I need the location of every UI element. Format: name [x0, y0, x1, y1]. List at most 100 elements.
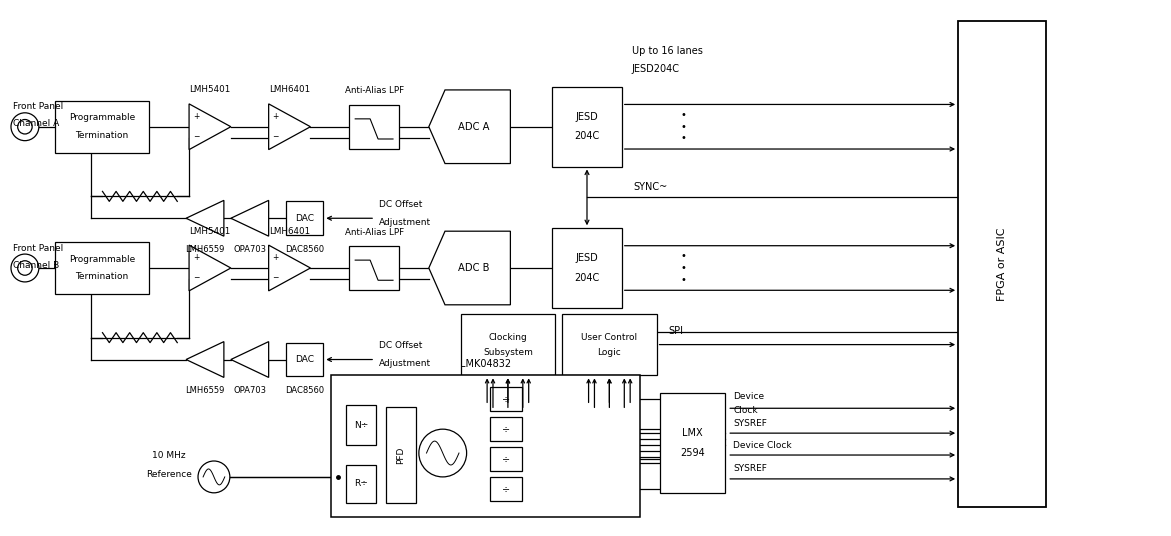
- Bar: [491, 477, 522, 501]
- Text: JESD204C: JESD204C: [632, 64, 679, 74]
- Text: Device Clock: Device Clock: [733, 441, 792, 450]
- Text: SYSREF: SYSREF: [733, 419, 767, 428]
- Text: SPI: SPI: [669, 326, 684, 336]
- Text: +: +: [273, 112, 279, 121]
- Text: Subsystem: Subsystem: [482, 347, 533, 356]
- Text: PFD: PFD: [397, 446, 405, 464]
- Circle shape: [18, 260, 32, 276]
- Text: DC Offset: DC Offset: [379, 200, 423, 209]
- Bar: [491, 388, 522, 411]
- Text: Clock: Clock: [733, 406, 758, 415]
- Text: ADC A: ADC A: [458, 122, 489, 132]
- Text: JESD: JESD: [576, 112, 598, 122]
- Text: ADC B: ADC B: [458, 263, 489, 273]
- Polygon shape: [231, 200, 268, 236]
- Bar: [553, 228, 622, 308]
- Text: −: −: [273, 132, 279, 142]
- Text: −: −: [193, 132, 199, 142]
- Text: 2594: 2594: [680, 448, 705, 458]
- Text: ÷: ÷: [502, 484, 511, 494]
- Bar: [958, 21, 1046, 507]
- Text: ÷: ÷: [502, 394, 511, 404]
- Text: LMX: LMX: [683, 428, 703, 438]
- Text: 204C: 204C: [574, 131, 600, 142]
- Text: JESD: JESD: [576, 254, 598, 264]
- Polygon shape: [189, 245, 231, 291]
- Text: Reference: Reference: [146, 471, 192, 479]
- Text: ÷: ÷: [502, 424, 511, 434]
- Text: DAC: DAC: [295, 355, 314, 364]
- Text: R÷: R÷: [355, 479, 368, 488]
- Bar: [349, 246, 399, 290]
- Text: +: +: [193, 112, 199, 121]
- Bar: [659, 393, 725, 493]
- Text: User Control: User Control: [581, 333, 637, 341]
- Text: FPGA or ASIC: FPGA or ASIC: [997, 227, 1007, 301]
- Bar: [55, 242, 149, 294]
- Text: Adjustment: Adjustment: [379, 218, 431, 227]
- Bar: [347, 465, 376, 503]
- Text: Termination: Termination: [75, 131, 129, 140]
- Bar: [491, 417, 522, 441]
- Text: Device: Device: [733, 392, 765, 401]
- Text: •
•
•: • • •: [680, 110, 686, 143]
- Text: Front Panel: Front Panel: [13, 243, 63, 252]
- Text: Programmable: Programmable: [69, 255, 135, 264]
- Bar: [460, 314, 555, 375]
- Text: LMH6559: LMH6559: [185, 386, 225, 395]
- Polygon shape: [429, 231, 511, 305]
- Bar: [331, 375, 639, 517]
- Text: OPA703: OPA703: [233, 244, 266, 254]
- Bar: [286, 343, 323, 376]
- Bar: [347, 405, 376, 445]
- Text: DAC: DAC: [295, 214, 314, 223]
- Text: +: +: [193, 254, 199, 263]
- Text: SYNC~: SYNC~: [634, 182, 667, 192]
- Text: SYSREF: SYSREF: [733, 465, 767, 473]
- Bar: [491, 447, 522, 471]
- Bar: [349, 105, 399, 148]
- Text: +: +: [273, 254, 279, 263]
- Text: LMK04832: LMK04832: [460, 359, 511, 369]
- Text: OPA703: OPA703: [233, 386, 266, 395]
- Text: 204C: 204C: [574, 272, 600, 282]
- Bar: [286, 202, 323, 235]
- Text: Front Panel: Front Panel: [13, 102, 63, 111]
- Text: Termination: Termination: [75, 272, 129, 281]
- Text: Clocking: Clocking: [488, 333, 527, 341]
- Text: LMH5401: LMH5401: [190, 85, 231, 94]
- Text: Adjustment: Adjustment: [379, 359, 431, 368]
- Text: ÷: ÷: [502, 454, 511, 464]
- Circle shape: [18, 120, 32, 134]
- Text: N÷: N÷: [354, 421, 369, 430]
- Text: LMH6559: LMH6559: [185, 244, 225, 254]
- Text: Logic: Logic: [597, 347, 622, 356]
- Text: LMH6401: LMH6401: [269, 85, 310, 94]
- Polygon shape: [189, 104, 231, 150]
- Polygon shape: [268, 104, 310, 150]
- Text: •
•
•: • • •: [680, 251, 686, 285]
- Text: DAC8560: DAC8560: [285, 386, 324, 395]
- Text: LMH5401: LMH5401: [190, 227, 231, 236]
- Text: Channel B: Channel B: [13, 260, 60, 270]
- Circle shape: [11, 113, 39, 140]
- Polygon shape: [231, 341, 268, 377]
- Text: Programmable: Programmable: [69, 113, 135, 122]
- Circle shape: [419, 429, 466, 477]
- Text: Anti-Alias LPF: Anti-Alias LPF: [344, 86, 404, 95]
- Circle shape: [198, 461, 230, 493]
- Text: 10 MHz: 10 MHz: [152, 451, 186, 459]
- Text: DC Offset: DC Offset: [379, 341, 423, 350]
- Text: −: −: [193, 273, 199, 282]
- Bar: [553, 87, 622, 167]
- Text: Channel A: Channel A: [13, 119, 60, 128]
- Polygon shape: [186, 200, 224, 236]
- Bar: [386, 407, 416, 503]
- Bar: [562, 314, 657, 375]
- Text: −: −: [273, 273, 279, 282]
- Polygon shape: [429, 90, 511, 163]
- Text: LMH6401: LMH6401: [269, 227, 310, 236]
- Text: DAC8560: DAC8560: [285, 244, 324, 254]
- Text: Anti-Alias LPF: Anti-Alias LPF: [344, 228, 404, 237]
- Text: Up to 16 lanes: Up to 16 lanes: [632, 46, 703, 56]
